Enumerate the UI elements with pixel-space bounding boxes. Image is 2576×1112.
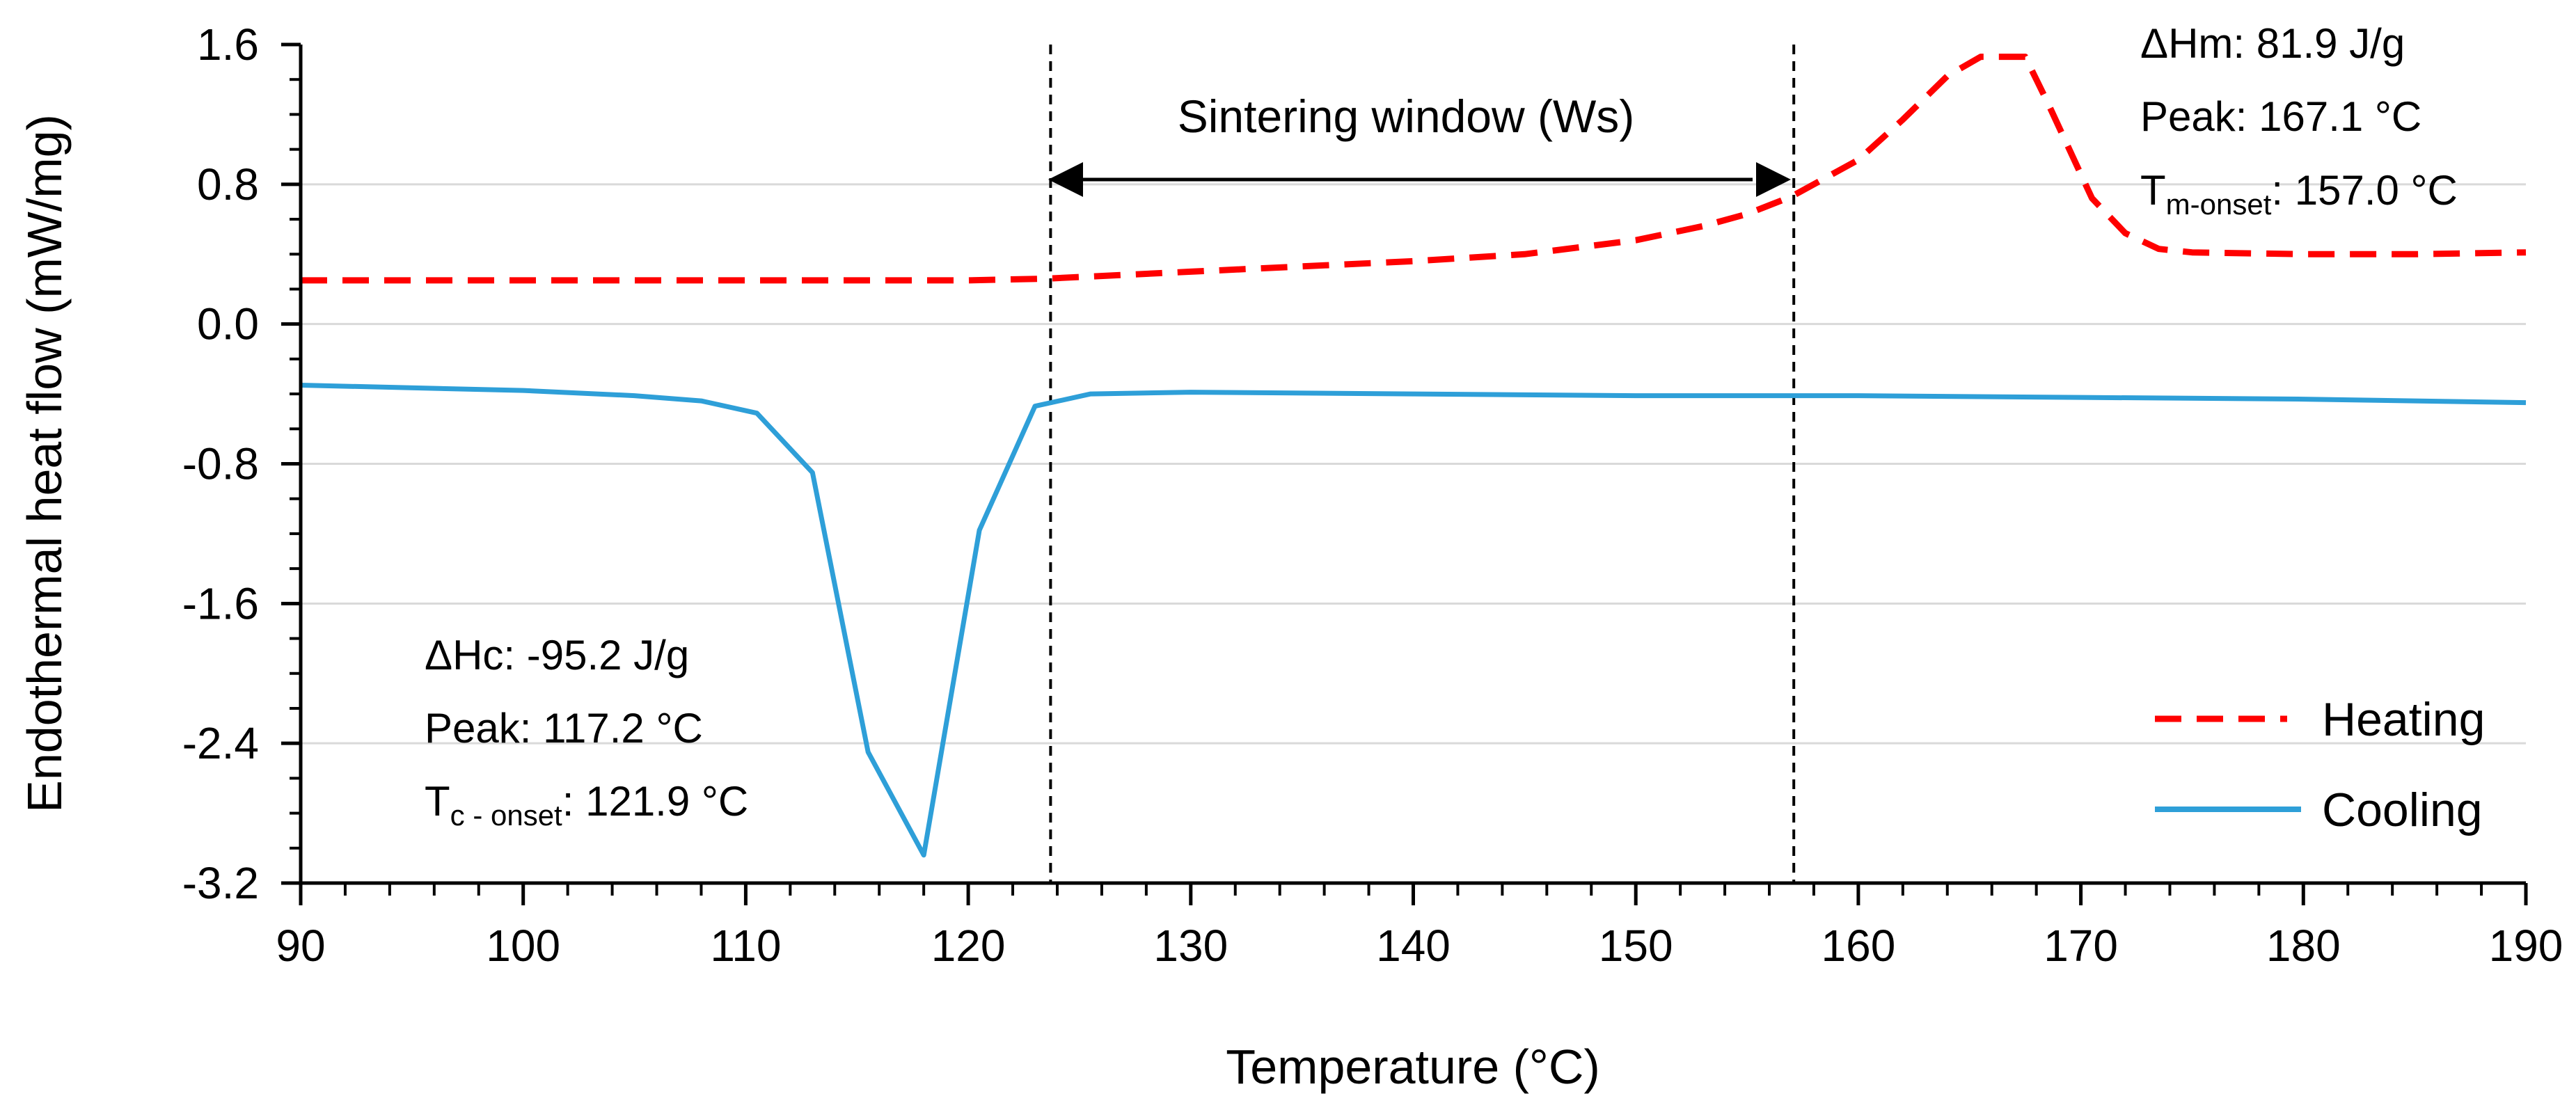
cooling-onset-subscript: c - onset <box>450 799 562 832</box>
heating-onset-subscript: m-onset <box>2166 188 2272 221</box>
y-axis-title: Endothermal heat flow (mW/mg) <box>17 114 72 813</box>
y-tick-label: -0.8 <box>182 439 259 489</box>
x-tick-label: 180 <box>2266 921 2341 971</box>
x-tick-label: 170 <box>2044 921 2118 971</box>
heating-onset-label: Tm-onset: 157.0 °C <box>2140 167 2458 221</box>
y-tick-label: 0.0 <box>197 299 259 349</box>
heating-enthalpy-label: ΔHm: 81.9 J/g <box>2140 20 2405 67</box>
y-tick-label: -3.2 <box>182 858 259 908</box>
x-tick-label: 190 <box>2489 921 2563 971</box>
legend-heating-label: Heating <box>2322 693 2485 746</box>
y-tick-label: -2.4 <box>182 718 259 768</box>
x-axis-title: Temperature (°C) <box>1226 1040 1600 1094</box>
heating-onset-symbol: T <box>2140 167 2166 214</box>
cooling-onset-label: Tc - onset: 121.9 °C <box>425 778 748 832</box>
x-tick-label: 130 <box>1153 921 1228 971</box>
cooling-enthalpy-label: ΔHc: -95.2 J/g <box>425 632 689 678</box>
grid-lines <box>301 183 2526 745</box>
y-tick-label: 0.8 <box>197 159 259 209</box>
tick-marks <box>281 42 2528 905</box>
x-tick-label: 150 <box>1599 921 1673 971</box>
y-tick-label: 1.6 <box>197 19 259 70</box>
sintering-boundary-lines <box>1049 45 1796 883</box>
sintering-window-label: Sintering window (Ws) <box>1178 90 1635 142</box>
arrow-head-right <box>1756 162 1791 197</box>
x-tick-label: 140 <box>1376 921 1451 971</box>
heating-curve <box>301 54 2527 284</box>
x-tick-label: 110 <box>710 921 781 971</box>
heating-onset-value: : 157.0 °C <box>2271 167 2457 214</box>
data-series <box>300 54 2527 858</box>
x-tick-label: 160 <box>1822 921 1896 971</box>
legend: Heating Cooling <box>2155 693 2485 836</box>
cooling-curve <box>300 383 2527 858</box>
x-tick-label: 90 <box>276 921 325 971</box>
sintering-window-arrow <box>1048 162 1791 197</box>
y-tick-label: -1.6 <box>182 578 259 628</box>
cooling-onset-value: : 121.9 °C <box>562 778 748 825</box>
arrow-head-left <box>1048 162 1083 197</box>
legend-cooling-label: Cooling <box>2322 784 2483 836</box>
heating-peak-label: Peak: 167.1 °C <box>2140 93 2421 140</box>
tick-labels: 1.6 0.8 0.0 -0.8 -1.6 -2.4 -3.2 90 100 110 120 130 1… <box>182 19 2563 971</box>
cooling-onset-symbol: T <box>425 778 450 825</box>
x-tick-label: 100 <box>486 921 560 971</box>
x-tick-label: 120 <box>931 921 1006 971</box>
cooling-peak-label: Peak: 117.2 °C <box>425 705 703 752</box>
